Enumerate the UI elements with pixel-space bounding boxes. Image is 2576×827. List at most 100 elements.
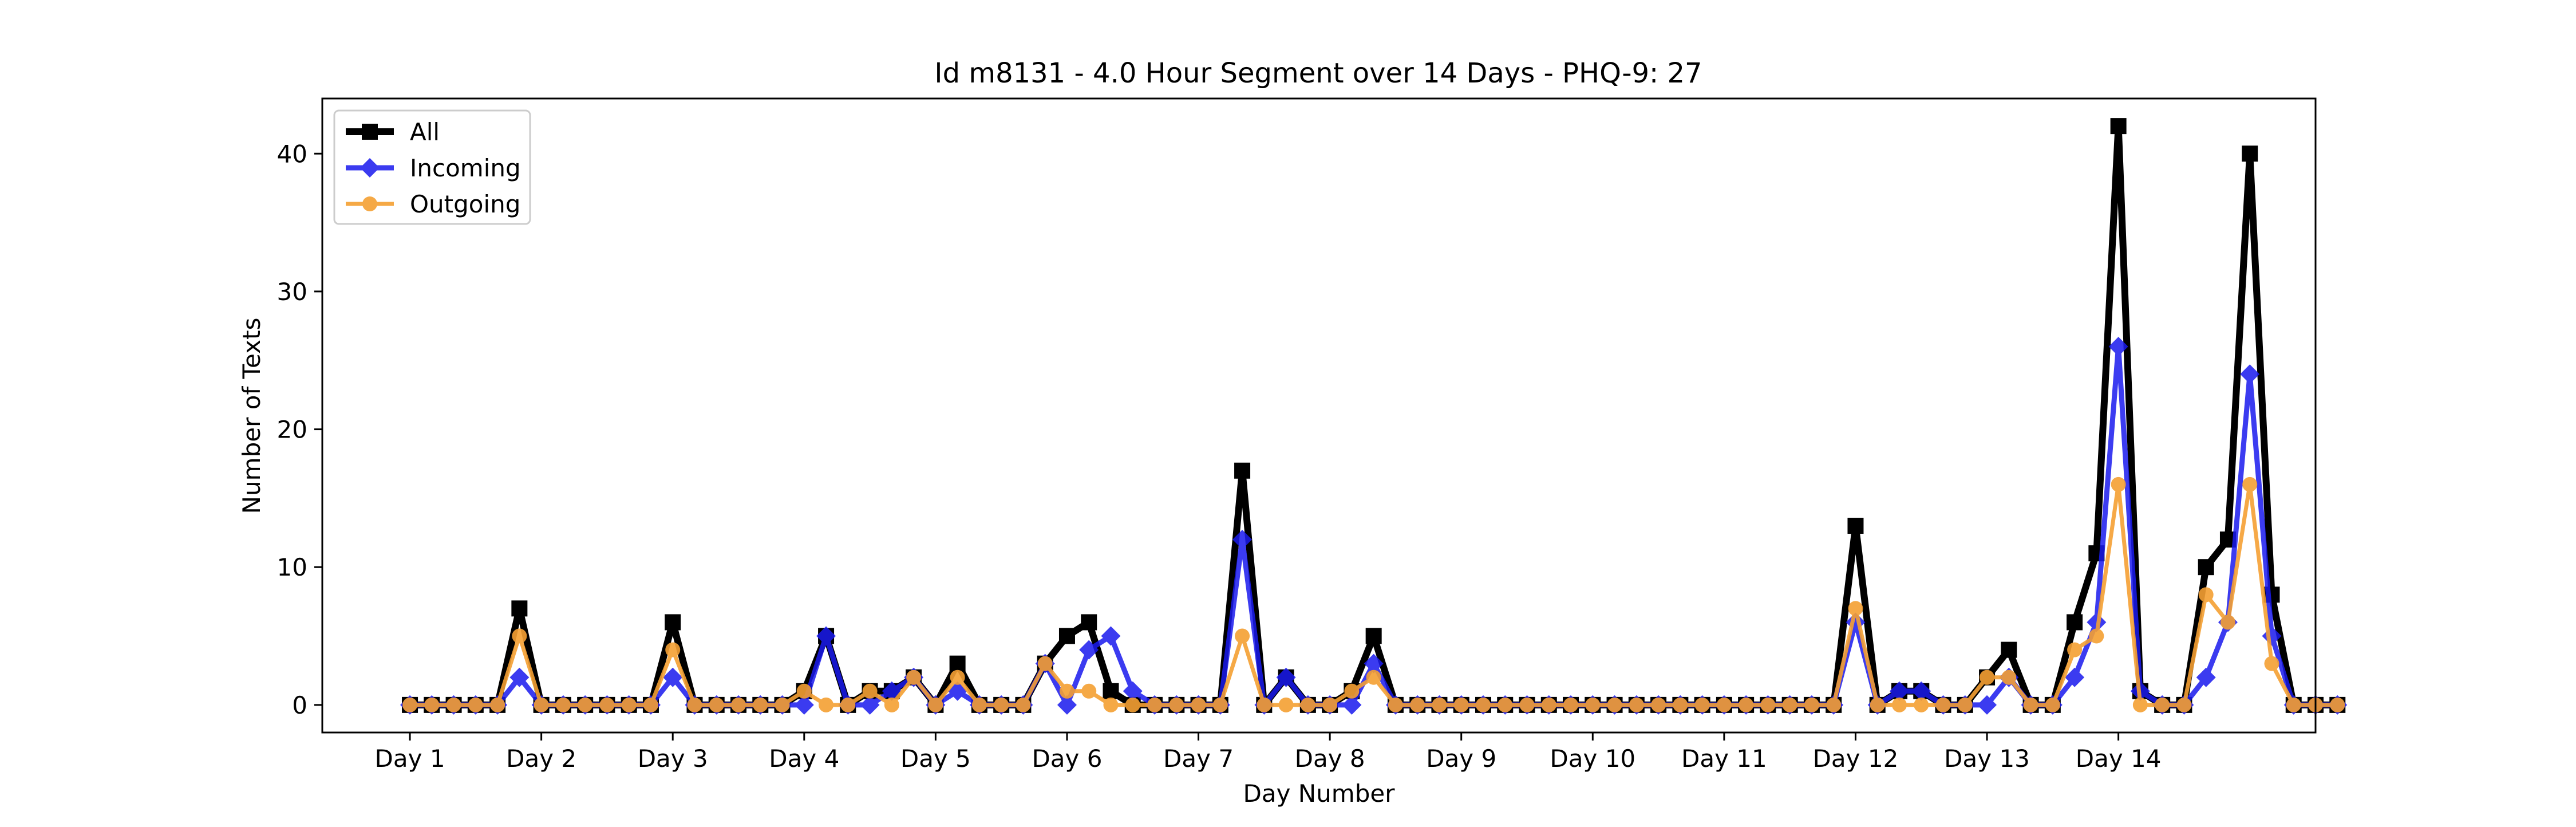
- x-tick-label: Day 8: [1295, 745, 1365, 773]
- data-point-outgoing: [1519, 697, 1535, 712]
- series-outgoing: [402, 476, 2345, 712]
- y-tick-label: 20: [277, 416, 307, 444]
- y-tick-label: 0: [292, 691, 307, 719]
- data-point-incoming: [794, 695, 814, 715]
- data-point-incoming: [1276, 667, 1296, 687]
- data-point-incoming: [1911, 681, 1931, 701]
- data-point-outgoing: [512, 628, 527, 644]
- plot-area-frame: [321, 97, 2317, 734]
- data-point-incoming: [2240, 364, 2260, 384]
- data-point-incoming: [2196, 667, 2216, 687]
- data-point-outgoing: [2023, 697, 2038, 712]
- data-point-outgoing: [2001, 670, 2017, 685]
- y-axis: 0 10 20 30 40: [277, 140, 322, 719]
- data-point-outgoing: [2067, 642, 2083, 657]
- x-tick-label: Day 3: [638, 745, 708, 773]
- data-point-outgoing: [490, 697, 505, 712]
- data-point-all: [665, 614, 681, 631]
- data-point-outgoing: [599, 697, 615, 712]
- data-point-incoming: [816, 626, 836, 646]
- data-point-outgoing: [2242, 476, 2258, 492]
- y-tick-label: 40: [277, 140, 307, 168]
- data-point-all: [949, 655, 966, 672]
- data-point-outgoing: [819, 697, 834, 712]
- data-point-outgoing: [1147, 697, 1163, 712]
- legend: All Incoming Outgoing: [333, 109, 531, 225]
- legend-label: Outgoing: [410, 190, 520, 218]
- data-point-incoming: [1889, 681, 1909, 701]
- data-point-outgoing: [1607, 697, 1622, 712]
- data-point-all: [2242, 145, 2258, 162]
- data-point-incoming: [2065, 667, 2085, 687]
- legend-label: All: [410, 118, 440, 146]
- x-tick-label: Day 9: [1426, 745, 1496, 773]
- x-tick-label: Day 1: [375, 745, 445, 773]
- x-axis: Day 1 Day 2 Day 3 Day 4 Day 5 Day 6 Day 7 Day 8…: [375, 733, 2162, 773]
- x-tick-label: Day 11: [1681, 745, 1767, 773]
- data-point-outgoing: [1563, 697, 1579, 712]
- data-point-outgoing: [1081, 683, 1097, 699]
- data-point-outgoing: [1673, 697, 1688, 712]
- data-point-outgoing: [971, 697, 987, 712]
- data-point-outgoing: [1366, 670, 1381, 685]
- data-point-outgoing: [468, 697, 483, 712]
- x-axis-label: Day Number: [1243, 779, 1395, 808]
- data-point-outgoing: [1059, 683, 1074, 699]
- data-point-outgoing: [928, 697, 943, 712]
- chart-title: Id m8131 - 4.0 Hour Segment over 14 Days…: [934, 57, 1702, 89]
- data-point-all: [1058, 628, 1075, 644]
- data-point-outgoing: [2155, 697, 2170, 712]
- data-point-outgoing: [1891, 697, 1907, 712]
- data-point-incoming: [509, 667, 530, 687]
- data-point-outgoing: [1475, 697, 1491, 712]
- x-tick-label: Day 12: [1813, 745, 1899, 773]
- data-point-outgoing: [1848, 601, 1863, 616]
- data-point-outgoing: [2045, 697, 2060, 712]
- data-point-outgoing: [709, 697, 724, 712]
- data-point-outgoing: [1980, 670, 1995, 685]
- data-point-outgoing: [1826, 697, 1842, 712]
- series-layer: [400, 118, 2348, 715]
- x-tick-label: Day 4: [769, 745, 839, 773]
- data-point-outgoing: [1037, 656, 1053, 671]
- legend-entry-all: [346, 124, 394, 140]
- data-point-outgoing: [2330, 697, 2345, 712]
- data-point-outgoing: [687, 697, 702, 712]
- legend-marker: [362, 124, 378, 140]
- data-point-all: [2110, 118, 2127, 135]
- data-point-outgoing: [1935, 697, 1951, 712]
- data-point-outgoing: [402, 697, 418, 712]
- data-point-incoming: [1364, 653, 1384, 674]
- data-point-outgoing: [1957, 697, 1973, 712]
- data-point-outgoing: [534, 697, 549, 712]
- data-point-outgoing: [2132, 697, 2148, 712]
- x-tick-label: Day 7: [1163, 745, 1234, 773]
- data-point-outgoing: [578, 697, 593, 712]
- data-point-outgoing: [2198, 587, 2214, 602]
- data-point-outgoing: [424, 697, 440, 712]
- data-point-incoming: [1101, 626, 1121, 646]
- data-point-outgoing: [1257, 697, 1272, 712]
- data-point-outgoing: [1212, 697, 1228, 712]
- x-tick-label: Day 14: [2076, 745, 2162, 773]
- legend-box: [333, 109, 531, 225]
- data-point-outgoing: [1694, 697, 1710, 712]
- data-point-outgoing: [2220, 615, 2235, 630]
- data-point-outgoing: [753, 697, 768, 712]
- data-point-outgoing: [446, 697, 461, 712]
- data-point-outgoing: [643, 697, 658, 712]
- data-point-incoming: [663, 667, 683, 687]
- x-tick-label: Day 6: [1032, 745, 1102, 773]
- data-point-outgoing: [2111, 476, 2126, 492]
- legend-marker: [362, 196, 377, 211]
- data-point-outgoing: [1191, 697, 1206, 712]
- data-point-all: [2001, 641, 2017, 658]
- x-tick-label: Day 2: [506, 745, 576, 773]
- data-point-outgoing: [2089, 628, 2104, 644]
- data-point-outgoing: [1388, 697, 1403, 712]
- data-point-outgoing: [1103, 697, 1119, 712]
- y-tick-label: 30: [277, 278, 307, 306]
- data-point-outgoing: [1804, 697, 1819, 712]
